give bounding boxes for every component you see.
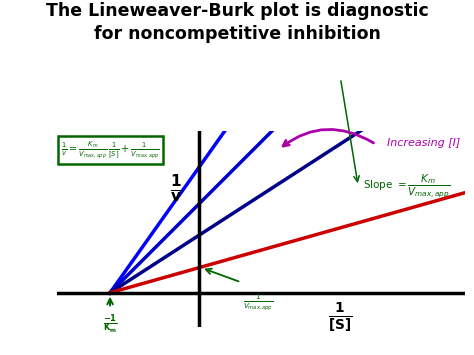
Text: Slope $= \dfrac{K_m}{V_{max,app}}$: Slope $= \dfrac{K_m}{V_{max,app}}$	[363, 172, 450, 200]
Text: for noncompetitive inhibition: for noncompetitive inhibition	[93, 25, 381, 43]
Text: $\mathbf{\frac{-1}{K_m}}$: $\mathbf{\frac{-1}{K_m}}$	[103, 312, 118, 336]
Text: $\mathbf{\frac{1}{v}}$: $\mathbf{\frac{1}{v}}$	[170, 173, 183, 205]
Text: Increasing [I]: Increasing [I]	[387, 138, 460, 148]
Text: $\frac{1}{v} = \frac{K_m}{V_{max,app}}\,\frac{1}{[S]} + \frac{1}{V_{max,app}}$: $\frac{1}{v} = \frac{K_m}{V_{max,app}}\,…	[61, 139, 160, 161]
Text: $\frac{1}{V_{max,app}}$: $\frac{1}{V_{max,app}}$	[243, 293, 273, 313]
Text: The Lineweaver-Burk plot is diagnostic: The Lineweaver-Burk plot is diagnostic	[46, 2, 428, 20]
Text: $\mathbf{\frac{1}{[S]}}$: $\mathbf{\frac{1}{[S]}}$	[328, 301, 353, 334]
